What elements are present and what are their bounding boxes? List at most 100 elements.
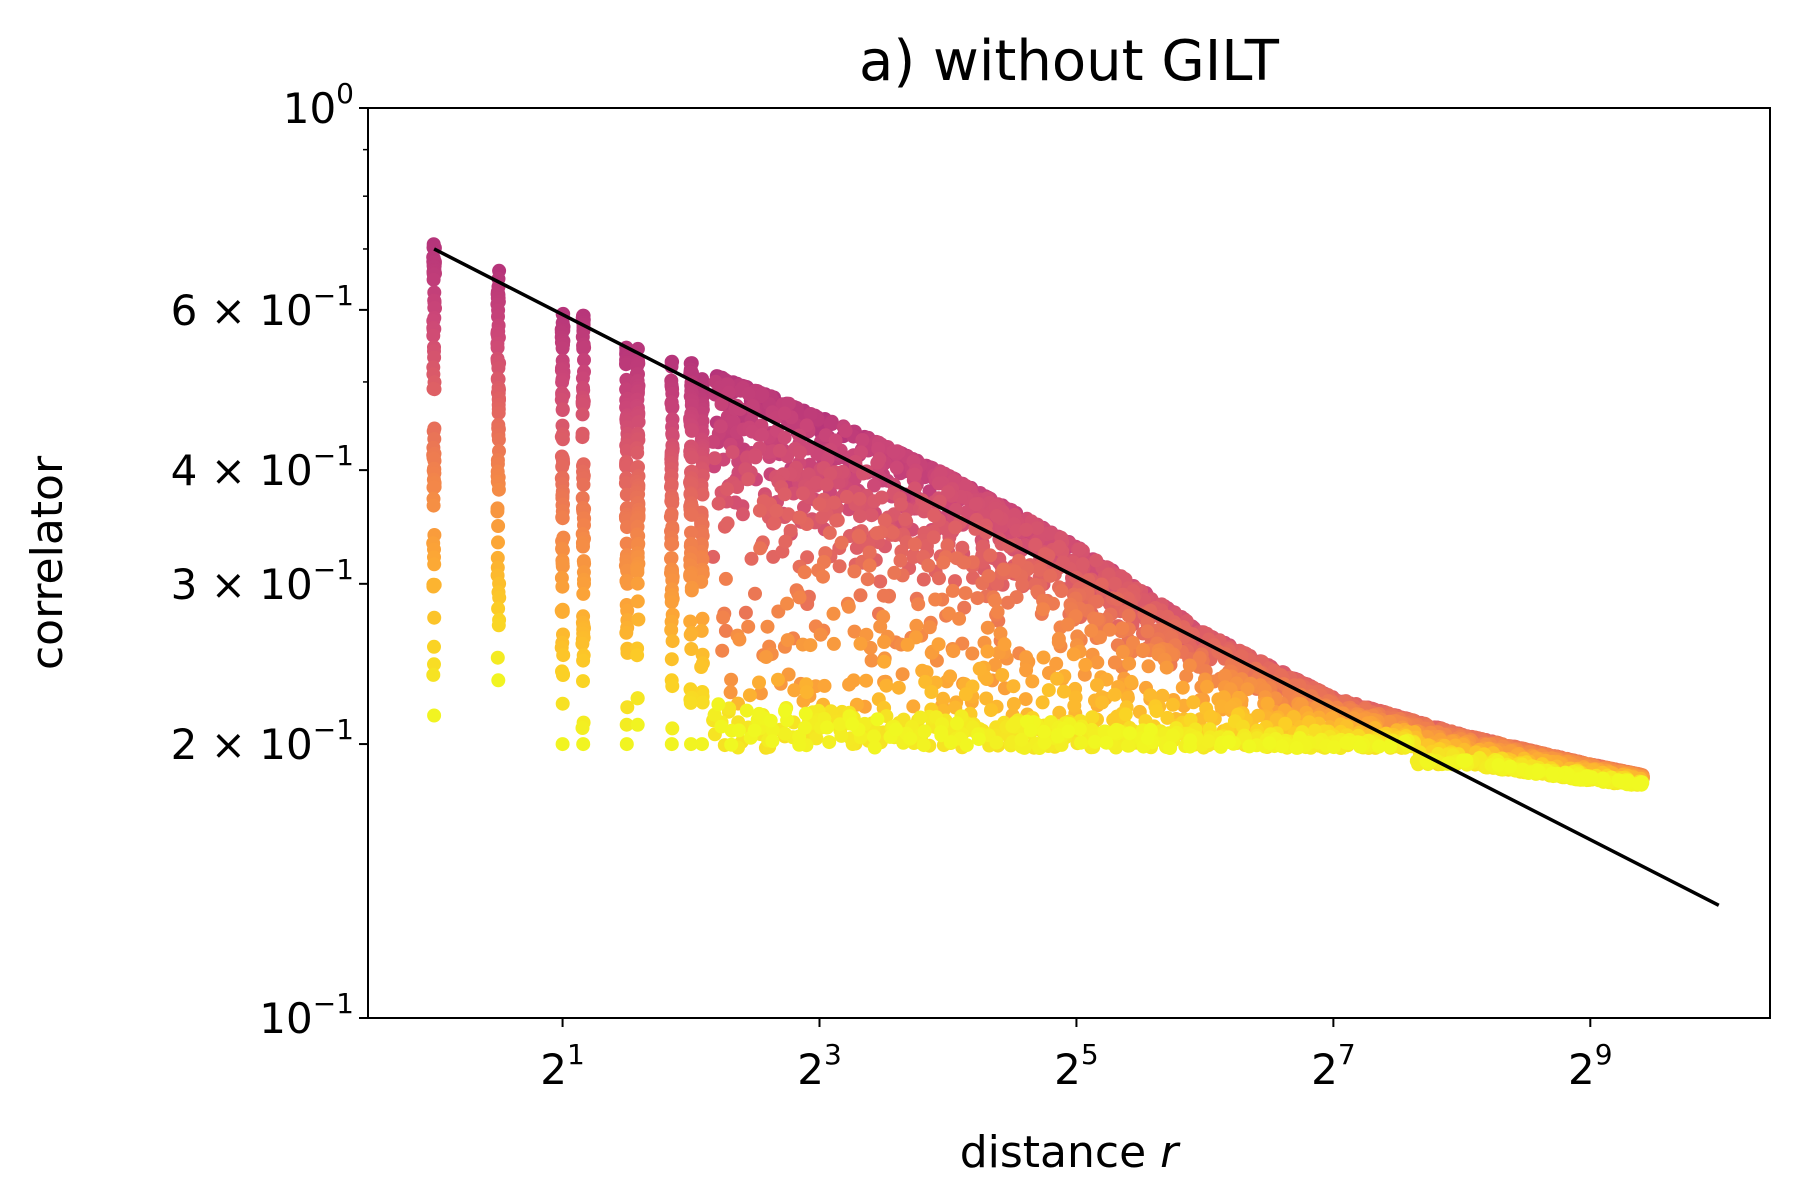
data-point xyxy=(1061,724,1076,739)
data-point xyxy=(931,637,946,652)
data-point xyxy=(555,511,570,526)
data-point xyxy=(1054,584,1069,598)
data-point xyxy=(426,498,441,513)
data-point xyxy=(683,569,698,584)
data-point xyxy=(832,717,847,732)
data-point xyxy=(707,451,722,466)
data-point xyxy=(812,497,827,512)
data-point xyxy=(706,434,721,449)
data-point xyxy=(946,644,961,659)
data-point xyxy=(873,619,888,634)
data-point xyxy=(490,550,505,565)
data-point xyxy=(769,503,784,518)
data-point xyxy=(1183,733,1198,748)
data-point xyxy=(735,507,750,522)
data-point xyxy=(752,675,766,690)
data-point xyxy=(618,476,633,491)
data-point xyxy=(778,703,793,718)
data-point xyxy=(911,597,926,612)
data-point xyxy=(665,496,680,511)
data-point xyxy=(577,576,591,591)
data-point xyxy=(798,706,813,721)
data-point xyxy=(934,725,949,739)
data-point xyxy=(968,497,983,512)
data-point xyxy=(867,740,882,755)
data-point xyxy=(1095,695,1110,710)
data-point xyxy=(1140,731,1155,746)
data-point xyxy=(797,565,812,580)
data-point xyxy=(684,450,699,465)
data-point xyxy=(1159,660,1174,675)
data-point xyxy=(826,606,841,621)
data-point xyxy=(971,732,986,747)
data-point xyxy=(816,569,830,584)
data-point xyxy=(664,737,679,752)
data-point xyxy=(1631,776,1646,791)
data-point xyxy=(630,576,645,591)
data-point xyxy=(957,600,972,615)
data-point xyxy=(747,723,762,738)
data-point xyxy=(630,648,645,663)
data-point xyxy=(936,555,951,570)
data-point xyxy=(620,520,634,535)
data-point xyxy=(1175,680,1190,695)
data-point xyxy=(718,571,733,586)
data-point xyxy=(813,627,828,642)
data-point xyxy=(1051,631,1066,646)
y-tick-label: 4 × 10−1 xyxy=(171,439,354,495)
data-point xyxy=(713,419,728,434)
data-point xyxy=(822,525,837,540)
data-point xyxy=(1025,674,1040,689)
data-point xyxy=(731,723,746,738)
data-point xyxy=(1050,671,1064,686)
data-point xyxy=(1163,741,1178,755)
data-point xyxy=(997,637,1012,652)
data-point xyxy=(913,710,928,725)
data-point xyxy=(1278,716,1293,731)
data-point xyxy=(936,691,951,706)
data-point xyxy=(739,703,754,718)
data-point xyxy=(809,731,824,746)
data-point xyxy=(492,590,507,605)
data-point xyxy=(576,477,591,492)
data-point xyxy=(427,657,441,672)
data-point xyxy=(765,734,780,749)
data-point xyxy=(1060,617,1075,632)
data-point xyxy=(755,427,769,442)
data-point xyxy=(1560,767,1575,781)
data-point xyxy=(838,423,853,438)
data-point xyxy=(989,735,1004,750)
data-point xyxy=(491,519,506,533)
data-point xyxy=(941,485,956,500)
data-point xyxy=(491,482,506,497)
data-point xyxy=(759,650,773,664)
data-point xyxy=(1090,678,1104,692)
data-point xyxy=(619,357,633,372)
data-point xyxy=(979,691,994,706)
data-point xyxy=(916,738,931,753)
data-point xyxy=(847,624,862,639)
data-point xyxy=(1192,651,1207,665)
data-point xyxy=(887,565,902,580)
data-point xyxy=(1052,705,1067,720)
data-point xyxy=(958,586,973,601)
data-point xyxy=(903,731,918,746)
data-point xyxy=(575,407,590,422)
data-point xyxy=(1041,683,1056,698)
data-point xyxy=(555,559,570,574)
data-point xyxy=(555,604,570,619)
data-point xyxy=(948,520,963,535)
data-point xyxy=(1353,739,1368,754)
data-point xyxy=(980,644,995,659)
data-point xyxy=(1149,704,1164,719)
data-point xyxy=(752,706,767,721)
data-point xyxy=(995,668,1010,682)
data-point xyxy=(576,653,591,668)
data-point xyxy=(427,610,442,625)
data-point xyxy=(987,658,1002,672)
data-point xyxy=(694,660,709,674)
data-point xyxy=(1217,668,1232,683)
data-points xyxy=(426,237,1650,792)
data-point xyxy=(426,667,441,682)
data-point xyxy=(906,699,921,714)
